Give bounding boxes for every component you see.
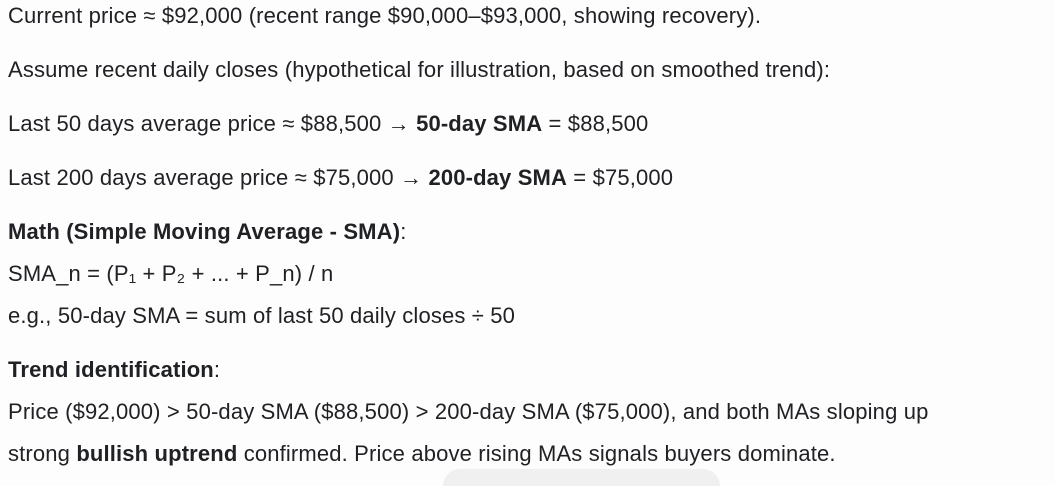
text-segment: e.g., 50-day SMA = sum of last 50 daily …	[8, 303, 516, 328]
text-segment: :	[400, 219, 407, 244]
text-segment: :	[213, 357, 221, 382]
bold-text-segment: 50-day SMA	[416, 111, 543, 136]
text-line: Current price ≈ $92,000 (recent range $9…	[8, 0, 1055, 37]
bold-text-segment: Math (Simple Moving Average - SMA)	[8, 219, 401, 244]
text-segment: Last 50 days average price ≈ $88,500 →	[8, 111, 417, 136]
text-line: Last 200 days average price ≈ $75,000 → …	[8, 157, 1055, 199]
text-line: Price ($92,000) > 50-day SMA ($88,500) >…	[8, 391, 1055, 433]
bold-text-segment: bullish uptrend	[76, 441, 238, 466]
paragraph: Current price ≈ $92,000 (recent range $9…	[8, 0, 1055, 37]
text-line: Assume recent daily closes (hypothetical…	[8, 49, 1055, 91]
text-segment: strong	[8, 441, 77, 466]
bold-text-segment: 200-day SMA	[428, 165, 568, 190]
text-segment: confirmed. Price above rising MAs signal…	[237, 441, 836, 466]
text-line: Trend identification:	[8, 349, 1055, 391]
text-line: Last 50 days average price ≈ $88,500 → 5…	[8, 103, 1055, 145]
paragraph: Last 200 days average price ≈ $75,000 → …	[8, 157, 1055, 199]
text-line: Math (Simple Moving Average - SMA):	[8, 211, 1055, 253]
paragraph: Math (Simple Moving Average - SMA): SMA_n…	[8, 211, 1055, 337]
text-segment: Last 200 days average price ≈ $75,000 →	[8, 165, 429, 190]
text-segment: Assume recent daily closes (hypothetical…	[8, 57, 831, 82]
text-segment: SMA_n = (P₁ + P₂ + ... + P_n) / n	[8, 261, 334, 286]
text-line: e.g., 50-day SMA = sum of last 50 daily …	[8, 295, 1055, 337]
text-segment: = $75,000	[567, 165, 674, 190]
paragraph: Trend identification: Price ($92,000) > 5…	[8, 349, 1055, 475]
scroll-to-bottom-pill[interactable]	[443, 469, 720, 486]
text-segment: = $88,500	[542, 111, 649, 136]
text-line: strong bullish uptrend confirmed. Price …	[8, 433, 1055, 475]
paragraph: Last 50 days average price ≈ $88,500 → 5…	[8, 103, 1055, 145]
response-text: Current price ≈ $92,000 (recent range $9…	[8, 0, 1055, 486]
text-segment: Current price ≈ $92,000 (recent range $9…	[8, 3, 762, 28]
text-segment: Price ($92,000) > 50-day SMA ($88,500) >…	[8, 399, 929, 424]
bold-text-segment: Trend identification	[8, 357, 214, 382]
text-line: SMA_n = (P₁ + P₂ + ... + P_n) / n	[8, 253, 1055, 295]
paragraph: Assume recent daily closes (hypothetical…	[8, 49, 1055, 91]
